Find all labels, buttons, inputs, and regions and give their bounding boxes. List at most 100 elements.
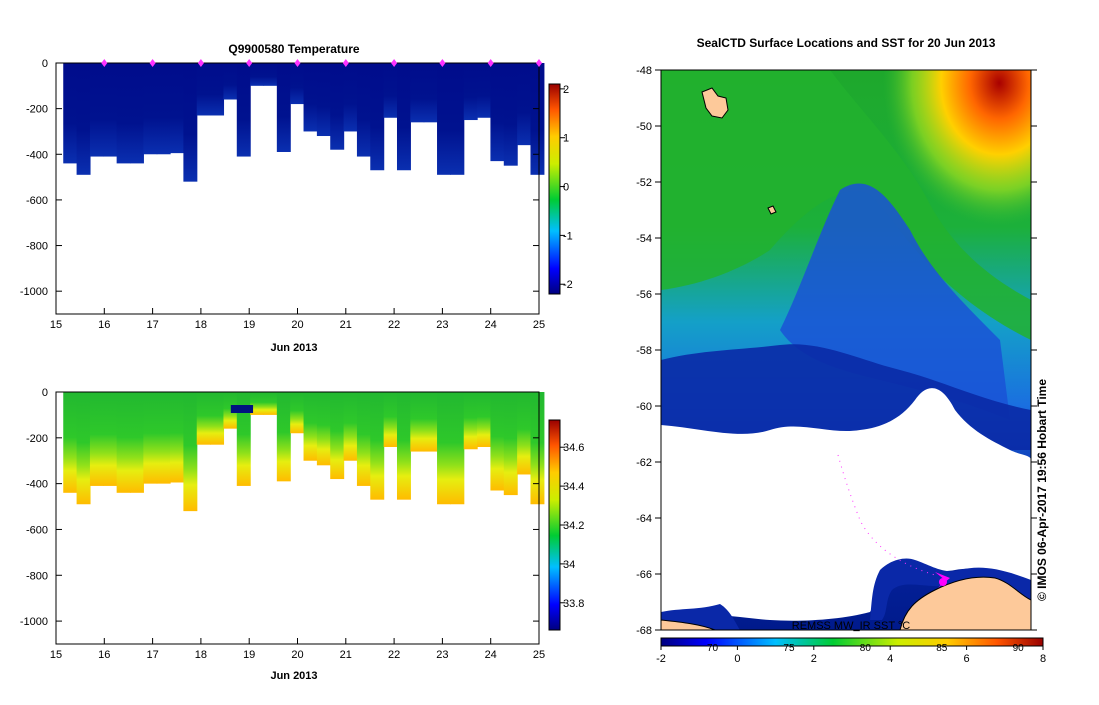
temperature-x-tick-label: 22: [388, 319, 400, 331]
salinity-y-tick-label: -800: [26, 570, 48, 582]
salinity-x-tick-label: 21: [340, 649, 352, 661]
map-lat-tick-label: -52: [636, 177, 652, 189]
temperature-surface-marker: [487, 59, 494, 67]
temperature-x-tick-label: 25: [533, 319, 545, 331]
temperature-profile-column: [410, 63, 425, 123]
temperature-y-tick-label: 0: [42, 58, 48, 70]
coastal-water: [870, 558, 1031, 620]
temperature-x-tick-label: 24: [485, 319, 497, 331]
sst-colorbar-celsius-label: 0: [734, 653, 740, 665]
temperature-profile-column: [183, 63, 198, 182]
salinity-x-tick-label: 20: [291, 649, 303, 661]
salinity-y-tick-label: -600: [26, 524, 48, 536]
temperature-y-tick-label: -400: [26, 149, 48, 161]
salinity-colorbar-tick-label: 33.8: [563, 598, 584, 610]
salinity-x-tick-label: 24: [485, 649, 497, 661]
temperature-profile-column: [370, 63, 385, 171]
sst-colorbar-fahrenheit-label: 85: [936, 643, 948, 654]
temperature-y-tick-label: -1000: [20, 286, 48, 298]
salinity-data-layer: [63, 392, 545, 512]
salinity-colorbar: [548, 419, 561, 631]
temperature-profile-column: [196, 63, 211, 116]
temperature-surface-marker: [197, 59, 204, 67]
temperature-profile-column: [343, 63, 358, 132]
salinity-profile-column: [170, 392, 184, 483]
temperature-profile-column: [170, 63, 184, 154]
temperature-profile-column: [76, 63, 91, 175]
salinity-profile-column: [463, 392, 478, 450]
salinity-profile-column: [437, 392, 451, 505]
salinity-profile-column: [263, 392, 278, 415]
salinity-x-tick-label: 16: [98, 649, 110, 661]
temperature-axes: 15 16 17 18 19 20 21 22 23 24 25 0 -200 -400 -600 -800 -…: [20, 58, 545, 331]
salinity-y-tick-label: 0: [42, 387, 48, 399]
temperature-profile-column: [223, 63, 238, 100]
salinity-profile-column: [143, 392, 158, 484]
salinity-profile-column: [423, 392, 438, 452]
temperature-colorbar-tick-label: 2: [563, 84, 569, 96]
temperature-profile-column: [450, 63, 465, 175]
temperature-profile-column: [423, 63, 438, 123]
temperature-x-tick-label: 17: [146, 319, 158, 331]
temperature-colorbar-ticks: 2 1 0 -1 -2: [560, 84, 573, 291]
sst-colorbar-ticks: -2 0 2 4 6 8 70 75 80 85 90: [656, 643, 1046, 665]
temperature-profile-column: [156, 63, 171, 155]
sst-green-band: [661, 70, 1031, 340]
temperature-x-tick-label: 20: [291, 319, 303, 331]
salinity-profile-column: [63, 392, 78, 493]
temperature-surface-marker: [536, 59, 542, 67]
temperature-y-tick-label: -600: [26, 195, 48, 207]
sst-colorbar-fahrenheit-label: 90: [1013, 643, 1025, 654]
salinity-colorbar-tick-label: 34.4: [563, 481, 584, 493]
sst-colorbar-celsius-label: 4: [887, 653, 893, 665]
temperature-profile-column: [530, 63, 545, 175]
temperature-colorbar-tick-label: -2: [563, 279, 573, 291]
map-lat-tick-label: -60: [636, 401, 652, 413]
salinity-profile-column: [410, 392, 425, 452]
map-lat-tick-label: -50: [636, 121, 652, 133]
temperature-profile-column: [103, 63, 118, 157]
temperature-surface-marker: [439, 59, 446, 67]
salinity-x-tick-label: 23: [436, 649, 448, 661]
temperature-x-tick-label: 23: [436, 319, 448, 331]
map-lat-tick-label: -54: [636, 233, 652, 245]
sea-ice-no-data: [661, 388, 1031, 621]
salinity-profile-column: [103, 392, 118, 486]
temperature-y-tick-label: -800: [26, 241, 48, 253]
temperature-profile-column: [276, 63, 291, 152]
temperature-title: Q9900580 Temperature: [228, 42, 360, 56]
temperature-profile-column: [143, 63, 158, 155]
temperature-surface-marker: [294, 59, 301, 67]
temperature-colorbar-tick-label: 0: [563, 182, 569, 194]
temperature-profile-column: [477, 63, 492, 118]
copyright-label: © IMOS 06-Apr-2017 19:56 Hobart Time: [1035, 379, 1049, 601]
salinity-profile-column: [477, 392, 492, 447]
map-axes: -48 -50 -52 -54 -56 -58 -60 -62 -64 -66 -68: [636, 65, 1037, 637]
temperature-section-panel: Q9900580 Temperature 15 16 17 18 19 20 21 22 23 2…: [20, 42, 573, 354]
salinity-colorbar-tick-label: 34.6: [563, 442, 584, 454]
sst-colorbar-fahrenheit-label: 75: [783, 643, 795, 654]
salinity-profile-column: [250, 392, 265, 415]
temperature-profile-column: [463, 63, 478, 121]
salinity-x-label: Jun 2013: [270, 670, 317, 682]
salinity-profile-column: [129, 392, 144, 493]
sst-colorbar-fahrenheit-label: 70: [707, 643, 719, 654]
antarctic-land: [899, 576, 1031, 630]
salinity-colorbar-ticks: 34.6 34.4 34.2 34 33.8: [560, 442, 584, 610]
temperature-x-label: Jun 2013: [270, 342, 317, 354]
salinity-profile-column: [356, 392, 371, 486]
island-nw: [701, 87, 729, 119]
temperature-surface-marker: [149, 59, 156, 67]
sst-colorbar-celsius-label: -2: [656, 653, 666, 665]
salinity-x-tick-label: 17: [146, 649, 158, 661]
salinity-y-tick-label: -1000: [20, 616, 48, 628]
temperature-surface-marker: [246, 59, 253, 67]
salinity-profile-column: [450, 392, 465, 505]
temperature-profile-column: [383, 63, 398, 118]
salinity-axes: 15 16 17 18 19 20 21 22 23 24 25 0 -200 -400 -600 -800 -…: [20, 387, 545, 661]
temperature-profile-column: [503, 63, 518, 166]
salinity-profile-column: [370, 392, 385, 500]
temperature-profile-column: [263, 63, 278, 86]
salinity-y-tick-label: -400: [26, 479, 48, 491]
